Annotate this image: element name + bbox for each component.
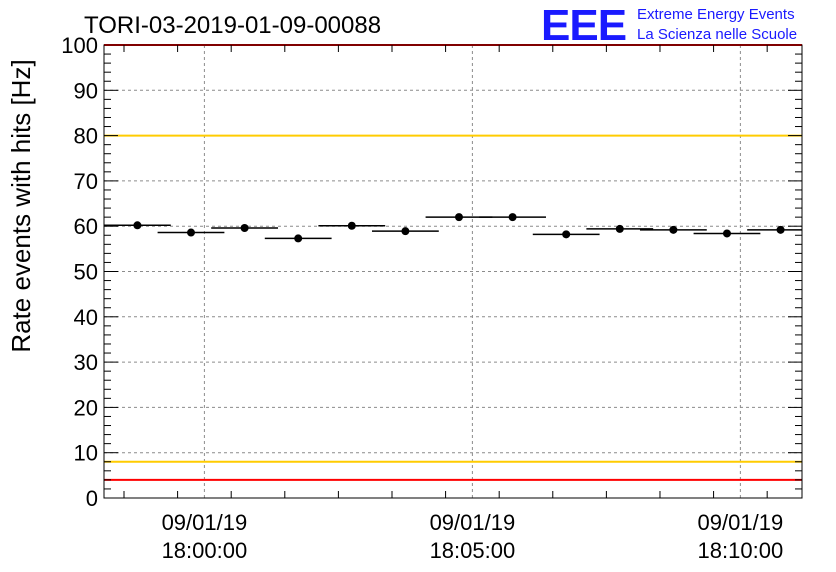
grid — [104, 45, 802, 498]
y-tick-label: 10 — [74, 441, 98, 466]
logo-line-2: La Scienza nelle Scuole — [637, 26, 797, 43]
data-point — [615, 224, 624, 233]
data-point — [669, 225, 678, 234]
data-point — [294, 234, 303, 243]
reference-lines — [104, 44, 802, 481]
data-point — [133, 221, 142, 230]
data-point — [347, 221, 356, 230]
y-tick-label: 70 — [74, 169, 98, 194]
x-tick-time: 18:05:00 — [430, 538, 516, 563]
data-point — [240, 224, 249, 233]
y-tick-label: 80 — [74, 124, 98, 149]
data-point — [401, 227, 410, 236]
y-tick-label: 40 — [74, 305, 98, 330]
data-point — [562, 230, 571, 239]
y-tick-label: 20 — [74, 395, 98, 420]
x-tick-date: 09/01/19 — [698, 510, 784, 535]
data-point — [186, 228, 195, 237]
x-tick-date: 09/01/19 — [430, 510, 516, 535]
y-tick-label: 90 — [74, 78, 98, 103]
tick-labels: 0 10 20 30 40 50 60 70 80 90 100 09/01/19 18:00:00 09… — [61, 33, 783, 563]
data-point — [722, 229, 731, 238]
y-tick-label: 100 — [61, 33, 98, 58]
eee-logo: EEE Extreme Energy Events La Scienza nel… — [541, 1, 797, 50]
data-point — [508, 213, 517, 222]
y-tick-label: 30 — [74, 350, 98, 375]
x-tick-time: 18:00:00 — [162, 538, 248, 563]
chart-title: TORI-03-2019-01-09-00088 — [84, 12, 381, 39]
y-axis-label: Rate events with hits [Hz] — [6, 59, 36, 352]
data-point — [776, 225, 785, 234]
x-tick-date: 09/01/19 — [162, 510, 248, 535]
y-tick-label: 50 — [74, 260, 98, 285]
data-series — [104, 213, 802, 243]
y-tick-label: 0 — [86, 486, 98, 511]
logo-line-1: Extreme Energy Events — [637, 6, 795, 23]
x-tick-time: 18:10:00 — [698, 538, 784, 563]
data-point — [454, 213, 463, 222]
y-tick-label: 60 — [74, 214, 98, 239]
axes — [103, 44, 803, 499]
logo-mark: EEE — [541, 1, 626, 50]
